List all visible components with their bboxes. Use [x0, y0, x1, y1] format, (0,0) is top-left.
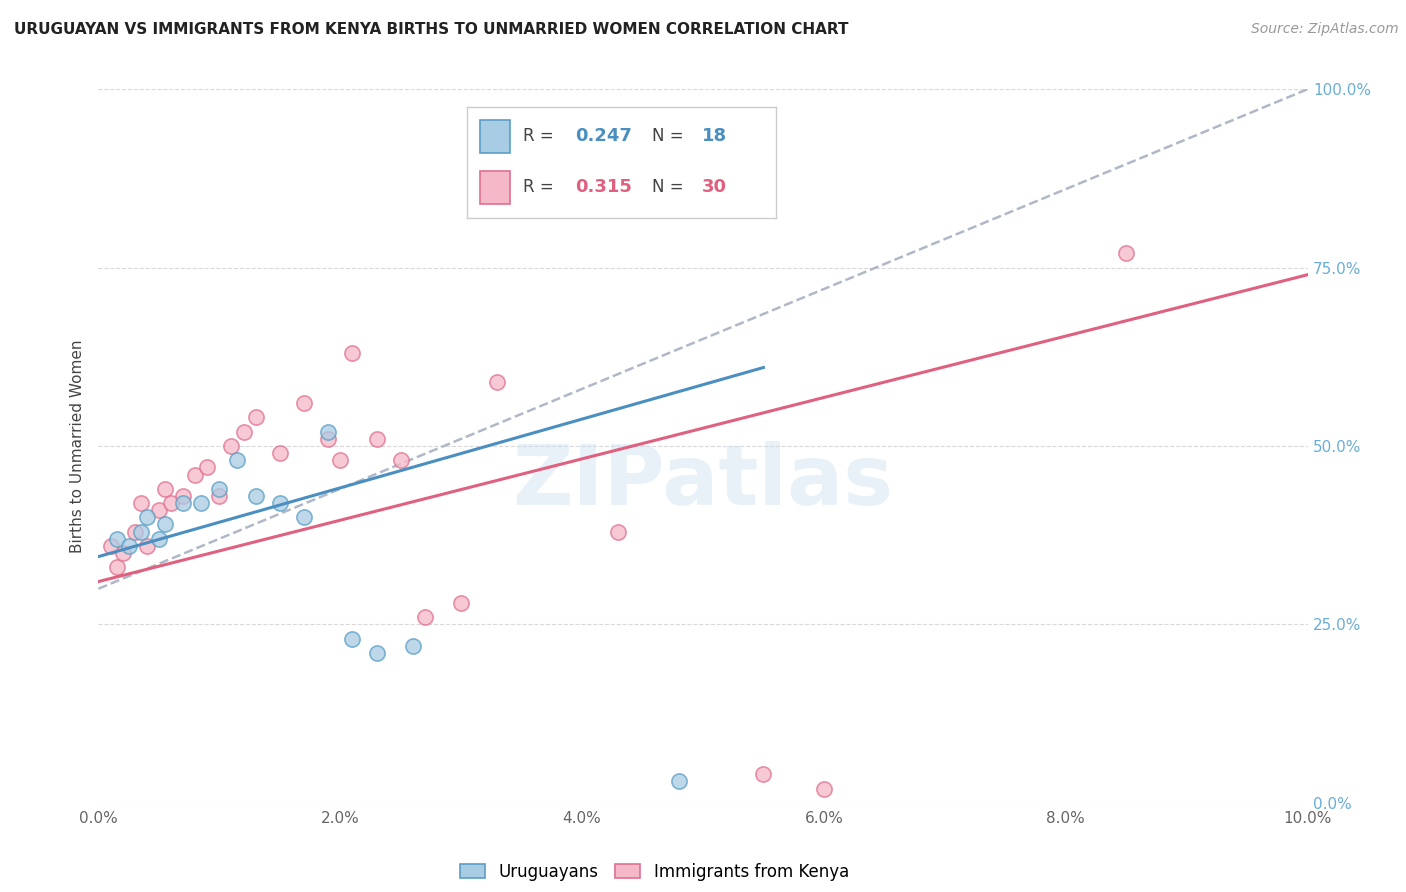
Point	[813, 781, 835, 796]
Point	[111, 546, 134, 560]
Point	[221, 439, 243, 453]
Point	[153, 517, 176, 532]
Text: ZIPatlas: ZIPatlas	[513, 442, 893, 522]
Point	[269, 446, 291, 460]
Point	[105, 532, 128, 546]
Point	[124, 524, 146, 539]
Point	[190, 496, 212, 510]
Point	[195, 460, 218, 475]
Point	[153, 482, 176, 496]
Point	[342, 632, 364, 646]
Point	[316, 432, 339, 446]
Point	[208, 482, 231, 496]
Point	[118, 539, 141, 553]
Point	[486, 375, 509, 389]
Point	[292, 396, 315, 410]
Point	[1115, 246, 1137, 260]
Point	[148, 503, 170, 517]
Point	[135, 510, 157, 524]
Y-axis label: Births to Unmarried Women: Births to Unmarried Women	[70, 339, 86, 553]
Point	[366, 646, 388, 660]
Point	[366, 432, 388, 446]
Point	[226, 453, 249, 467]
Point	[752, 767, 775, 781]
Point	[316, 425, 339, 439]
Point	[172, 489, 194, 503]
Point	[450, 596, 472, 610]
Point	[329, 453, 352, 467]
Point	[172, 496, 194, 510]
Point	[184, 467, 207, 482]
Point	[129, 496, 152, 510]
Point	[389, 453, 412, 467]
Point	[245, 410, 267, 425]
Point	[232, 425, 254, 439]
Point	[160, 496, 183, 510]
Point	[607, 524, 630, 539]
Legend: Uruguayans, Immigrants from Kenya: Uruguayans, Immigrants from Kenya	[454, 856, 856, 888]
Point	[292, 510, 315, 524]
Point	[342, 346, 364, 360]
Point	[245, 489, 267, 503]
Point	[668, 774, 690, 789]
Text: Source: ZipAtlas.com: Source: ZipAtlas.com	[1251, 22, 1399, 37]
Point	[208, 489, 231, 503]
Point	[413, 610, 436, 624]
Point	[129, 524, 152, 539]
Point	[269, 496, 291, 510]
Point	[402, 639, 425, 653]
Text: URUGUAYAN VS IMMIGRANTS FROM KENYA BIRTHS TO UNMARRIED WOMEN CORRELATION CHART: URUGUAYAN VS IMMIGRANTS FROM KENYA BIRTH…	[14, 22, 849, 37]
Point	[105, 560, 128, 574]
Point	[100, 539, 122, 553]
Point	[135, 539, 157, 553]
Point	[148, 532, 170, 546]
